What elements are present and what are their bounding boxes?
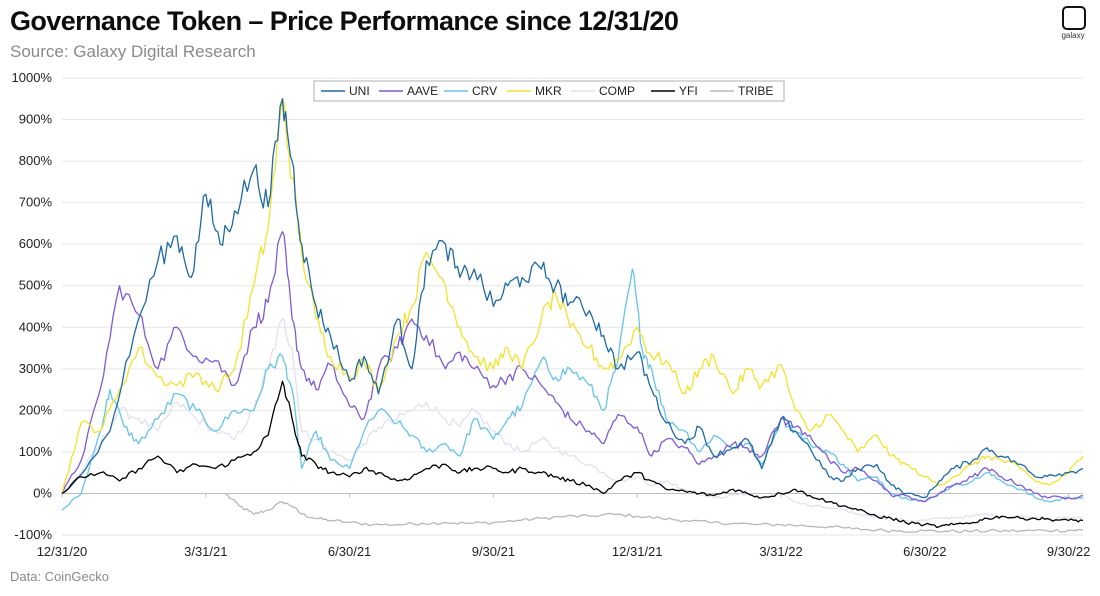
legend-label-crv: CRV — [472, 84, 497, 98]
x-tick-label: 3/31/21 — [184, 544, 227, 559]
x-tick-label: 12/31/21 — [612, 544, 663, 559]
series-line-uni — [61, 98, 1084, 499]
y-tick-label: 100% — [19, 444, 53, 459]
y-tick-label: 300% — [19, 361, 53, 376]
legend-label-comp: COMP — [599, 84, 635, 98]
x-tick-label: 12/31/20 — [37, 544, 88, 559]
y-axis-ticks: -100% 0% 100% 200% 300% 400% 500% 600% 700% 800% 9… — [12, 70, 53, 542]
x-axis-ticks: 12/31/20 3/31/21 6/30/21 9/30/21 12/31/21 3/3… — [37, 493, 1090, 559]
series-line-yfi — [61, 380, 1084, 529]
x-tick-label: 9/30/21 — [472, 544, 515, 559]
x-tick-label: 3/31/22 — [759, 544, 802, 559]
y-tick-label: 0% — [33, 485, 52, 500]
legend-label-aave: AAVE — [407, 84, 438, 98]
legend-label-mkr: MKR — [535, 84, 562, 98]
y-tick-label: -100% — [14, 527, 52, 542]
series-lines — [61, 98, 1084, 534]
chart-subtitle: Source: Galaxy Digital Research — [10, 42, 256, 61]
series-line-mkr — [61, 98, 1084, 494]
series-line-aave — [61, 231, 1084, 503]
y-tick-label: 800% — [19, 153, 53, 168]
legend-label-tribe: TRIBE — [738, 84, 773, 98]
legend-label-uni: UNI — [349, 84, 370, 98]
y-tick-label: 700% — [19, 195, 53, 210]
series-line-crv — [61, 268, 1084, 511]
y-tick-label: 900% — [19, 112, 53, 127]
legend-label-yfi: YFI — [679, 84, 698, 98]
galaxy-logo-text: galaxy — [1061, 31, 1085, 40]
x-tick-label: 6/30/22 — [903, 544, 946, 559]
x-tick-label: 6/30/21 — [328, 544, 371, 559]
legend-box — [313, 80, 785, 102]
y-tick-label: 1000% — [12, 70, 53, 85]
galaxy-logo-icon — [1062, 6, 1086, 30]
series-line-tribe — [224, 492, 1084, 534]
y-tick-label: 500% — [19, 278, 53, 293]
x-tick-label: 9/30/22 — [1047, 544, 1090, 559]
y-tick-label: 200% — [19, 402, 53, 417]
y-tick-label: 400% — [19, 319, 53, 334]
galaxy-logo: galaxy — [1058, 6, 1088, 44]
data-source-note: Data: CoinGecko — [10, 569, 109, 584]
chart-title: Governance Token – Price Performance sin… — [10, 6, 679, 36]
legend: UNI AAVE CRV MKR COMP YFI TRIBE — [313, 80, 785, 102]
grid-lines — [62, 77, 1083, 536]
y-tick-label: 600% — [19, 236, 53, 251]
